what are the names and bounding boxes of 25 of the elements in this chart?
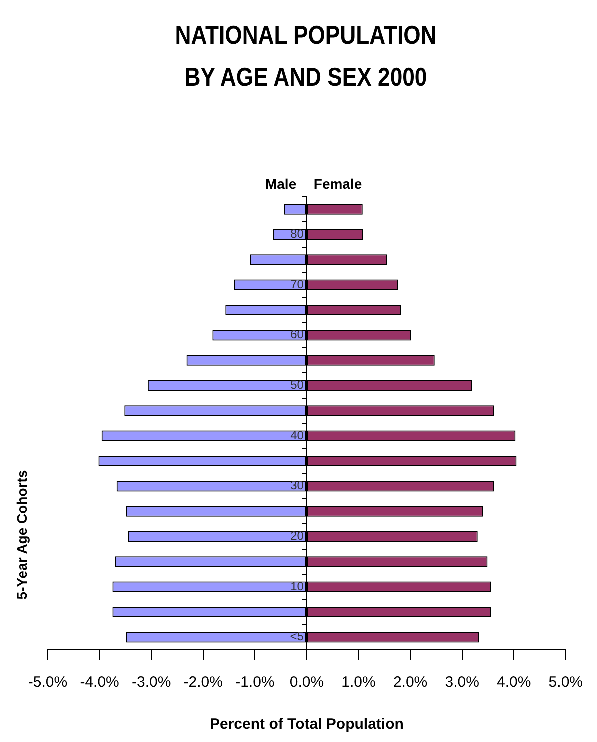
x-tick-label: 0.0% bbox=[290, 674, 324, 692]
x-tick-label: -3.0% bbox=[132, 674, 172, 692]
x-tick-label: 5.0% bbox=[548, 674, 584, 692]
y-tick-label: 20 bbox=[290, 529, 304, 544]
x-tick-label: -1.0% bbox=[236, 674, 275, 692]
x-tick-label: 1.0% bbox=[342, 674, 376, 692]
x-tick-label: 3.0% bbox=[445, 674, 480, 692]
x-tick-label: -4.0% bbox=[80, 674, 120, 692]
series-label: Male bbox=[265, 176, 297, 192]
y-tick-label: 40 bbox=[290, 428, 304, 442]
x-tick-label: -5.0% bbox=[28, 674, 68, 692]
y-axis-title: 5-Year Age Cohorts bbox=[14, 470, 30, 600]
x-tick-label: 4.0% bbox=[497, 674, 532, 692]
y-tick-label: 50 bbox=[290, 378, 304, 392]
series-label: Female bbox=[314, 176, 362, 192]
x-tick-label: -2.0% bbox=[184, 674, 223, 692]
x-axis-title: Percent of Total Population bbox=[210, 716, 404, 734]
chart-title: NATIONAL POPULATION BY AGE AND SEX 2000 bbox=[174, 19, 438, 94]
y-tick-label: 60 bbox=[290, 328, 304, 342]
y-tick-label: 10 bbox=[290, 579, 304, 594]
y-tick-label: 70 bbox=[290, 277, 304, 292]
y-tick-label: <5 bbox=[290, 630, 304, 644]
x-tick-label: 2.0% bbox=[393, 674, 428, 692]
y-tick-label: 80 bbox=[290, 227, 304, 242]
y-tick-label: 30 bbox=[290, 478, 304, 493]
